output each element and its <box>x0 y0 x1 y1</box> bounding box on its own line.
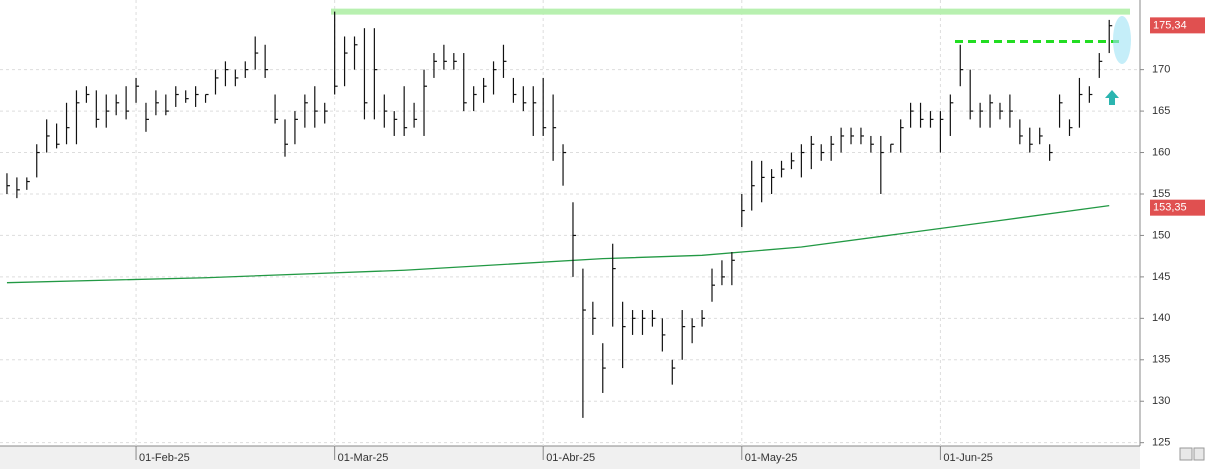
highlight-ellipse <box>1113 16 1131 64</box>
up-arrow-icon <box>1105 90 1119 105</box>
x-tick-label: 01-Mar-25 <box>338 452 389 464</box>
x-tick-label: 01-Jun-25 <box>943 452 993 464</box>
x-tick-label: 01-Abr-25 <box>546 452 595 464</box>
last-price-label-box <box>1150 17 1205 34</box>
y-tick-label: 125 <box>1152 437 1170 449</box>
x-axis-strip <box>0 446 1140 469</box>
last-price-label: 175,34 <box>1153 19 1187 31</box>
y-tick-label: 130 <box>1152 395 1170 407</box>
plot-area <box>0 0 1140 446</box>
scroll-button[interactable] <box>1193 447 1205 461</box>
y-tick-label: 160 <box>1152 146 1170 158</box>
y-tick-label: 170 <box>1152 64 1170 76</box>
moving-average <box>6 204 1110 284</box>
ma-last-label: 153,35 <box>1153 202 1187 214</box>
x-tick-label: 01-May-25 <box>745 452 798 464</box>
y-tick-label: 140 <box>1152 312 1170 324</box>
scale-button[interactable] <box>1179 447 1193 461</box>
y-tick-label: 135 <box>1152 354 1170 366</box>
y-tick-label: 155 <box>1152 188 1170 200</box>
y-tick-label: 165 <box>1152 105 1170 117</box>
x-tick-label: 01-Feb-25 <box>139 452 190 464</box>
y-tick-label: 145 <box>1152 271 1170 283</box>
ma-last-label-box <box>1150 199 1205 216</box>
y-tick-label: 150 <box>1152 229 1170 241</box>
